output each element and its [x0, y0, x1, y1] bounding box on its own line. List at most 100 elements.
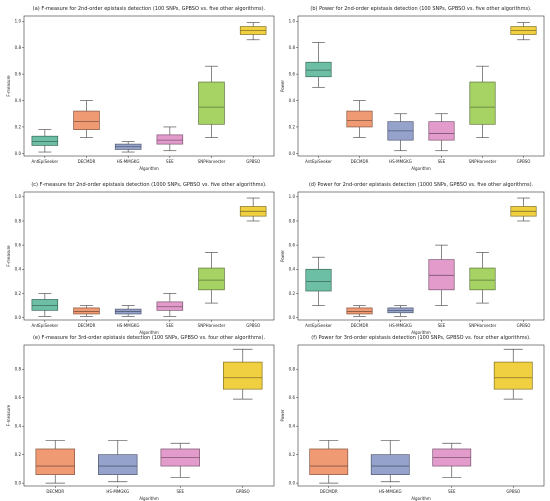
x-tick-label: AntEpiSeeker — [305, 323, 332, 328]
x-tick-label: HS-MMGKG — [389, 159, 412, 164]
box-DECMDR: DECMDR — [346, 100, 373, 164]
panel-title-f: (f) Power for 3rd-order epistasis detect… — [311, 335, 531, 341]
plot-frame — [297, 15, 545, 157]
y-tick-label: 0.2 — [15, 291, 22, 296]
box-HS-MMGKG: HS-MMGKG — [370, 440, 410, 494]
box-AntEpiSeeker: AntEpiSeeker — [31, 129, 59, 164]
box-body — [428, 259, 455, 291]
box-GPBSO: GPBSO — [510, 22, 537, 164]
x-tick-label: GPBSO — [517, 159, 531, 164]
y-tick-label: 0.2 — [15, 124, 22, 129]
x-tick-label: DECMDR — [351, 323, 369, 328]
y-axis-label: F-measure — [6, 245, 11, 267]
x-tick-label: SNPHarvester — [469, 159, 497, 164]
y-tick-label: 0.4 — [289, 98, 296, 103]
plot-frame — [23, 344, 275, 487]
y-axis-label: Power — [280, 409, 285, 421]
box-SEE: SEE — [432, 442, 472, 494]
x-tick-label: GPBSO — [236, 489, 250, 494]
x-tick-label: SEE — [438, 323, 446, 328]
panel-a: (a) F-measure for 2nd-order epistasis de… — [6, 6, 275, 171]
y-tick-label: 0.2 — [15, 452, 22, 457]
x-tick-label: HS-MMGKG — [106, 489, 129, 494]
y-tick-label: 0.8 — [15, 45, 22, 50]
box-SEE: SEE — [156, 293, 184, 328]
y-tick-label: 1.0 — [15, 194, 22, 199]
x-tick-label: SNPHarvester — [198, 159, 226, 164]
y-tick-label: 0.2 — [289, 124, 296, 129]
y-tick-label: 1.0 — [289, 19, 296, 24]
y-tick-label: 0.8 — [15, 367, 22, 372]
panel-c: (c) F-measure for 2nd-order epistasis de… — [6, 182, 275, 335]
plot-frame — [23, 191, 275, 321]
box-HS-MMGKG: HS-MMGKG — [114, 305, 142, 328]
x-tick-label: DECMDR — [351, 159, 369, 164]
plot-frame — [297, 344, 545, 487]
panel-f: (f) Power for 3rd-order epistasis detect… — [280, 335, 545, 501]
x-axis-label: Algorithm — [411, 166, 431, 171]
box-GPBSO: GPBSO — [510, 197, 537, 328]
box-SEE: SEE — [156, 126, 184, 164]
panel-title-c: (c) F-measure for 2nd-order epistasis de… — [31, 182, 267, 188]
y-tick-label: 0.6 — [289, 243, 296, 248]
box-body — [469, 267, 496, 291]
x-tick-label: AntEpiSeeker — [31, 159, 58, 164]
box-DECMDR: DECMDR — [309, 440, 349, 494]
y-tick-label: 0.6 — [289, 395, 296, 400]
box-body — [31, 135, 59, 146]
box-body — [35, 448, 75, 475]
box-body — [309, 448, 349, 475]
x-tick-label: HS-MMGKG — [379, 489, 402, 494]
box-DECMDR: DECMDR — [73, 305, 100, 328]
y-axis-label: Power — [280, 80, 285, 92]
box-body — [370, 454, 410, 475]
y-tick-label: 0.4 — [15, 424, 22, 429]
x-tick-label: GPBSO — [246, 159, 260, 164]
box-body — [198, 81, 225, 125]
x-tick-label: SEE — [176, 489, 184, 494]
y-tick-label: 1.0 — [15, 19, 22, 24]
box-body — [73, 110, 100, 130]
plot-frame — [297, 191, 545, 321]
box-body — [156, 301, 184, 311]
x-axis-label: Algorithm — [139, 330, 159, 335]
box-body — [305, 268, 332, 292]
box-HS-MMGKG: HS-MMGKG — [114, 141, 142, 164]
panel-title-d: (d) Power for 2nd-order epistasis detect… — [309, 182, 534, 188]
x-axis-label: Algorithm — [411, 330, 431, 335]
box-SEE: SEE — [160, 442, 200, 494]
x-tick-label: SEE — [438, 159, 446, 164]
box-GPBSO: GPBSO — [493, 348, 533, 494]
x-tick-label: HS-MMGKG — [117, 159, 140, 164]
panel-title-b: (b) Power for 2nd-order epistasis detect… — [310, 6, 532, 12]
x-tick-label: AntEpiSeeker — [31, 323, 58, 328]
y-tick-label: 0.6 — [15, 72, 22, 77]
box-DECMDR: DECMDR — [346, 305, 373, 328]
y-tick-label: 0.0 — [15, 151, 22, 156]
x-tick-label: DECMDR — [46, 489, 64, 494]
y-tick-label: 0.0 — [15, 315, 22, 320]
y-tick-label: 0.6 — [15, 243, 22, 248]
y-tick-label: 0.4 — [289, 424, 296, 429]
box-GPBSO: GPBSO — [239, 22, 267, 164]
x-tick-label: GPBSO — [246, 323, 260, 328]
y-tick-label: 0.6 — [289, 72, 296, 77]
x-tick-label: SEE — [166, 323, 174, 328]
y-tick-label: 0.0 — [15, 481, 22, 486]
y-tick-label: 0.2 — [289, 291, 296, 296]
panel-d: (d) Power for 2nd-order epistasis detect… — [280, 182, 545, 335]
box-body — [223, 361, 263, 390]
box-SNPHarvester: SNPHarvester — [469, 65, 497, 164]
box-HS-MMGKG: HS-MMGKG — [387, 113, 414, 164]
x-tick-label: SNPHarvester — [469, 323, 497, 328]
panel-b: (b) Power for 2nd-order epistasis detect… — [280, 6, 545, 171]
box-body — [346, 307, 373, 315]
x-tick-label: GPBSO — [517, 323, 531, 328]
x-axis-label: Algorithm — [411, 496, 431, 501]
box-body — [346, 110, 373, 128]
y-tick-label: 0.0 — [289, 151, 296, 156]
y-tick-label: 0.4 — [289, 267, 296, 272]
x-tick-label: AntEpiSeeker — [305, 159, 332, 164]
y-tick-label: 0.2 — [289, 452, 296, 457]
